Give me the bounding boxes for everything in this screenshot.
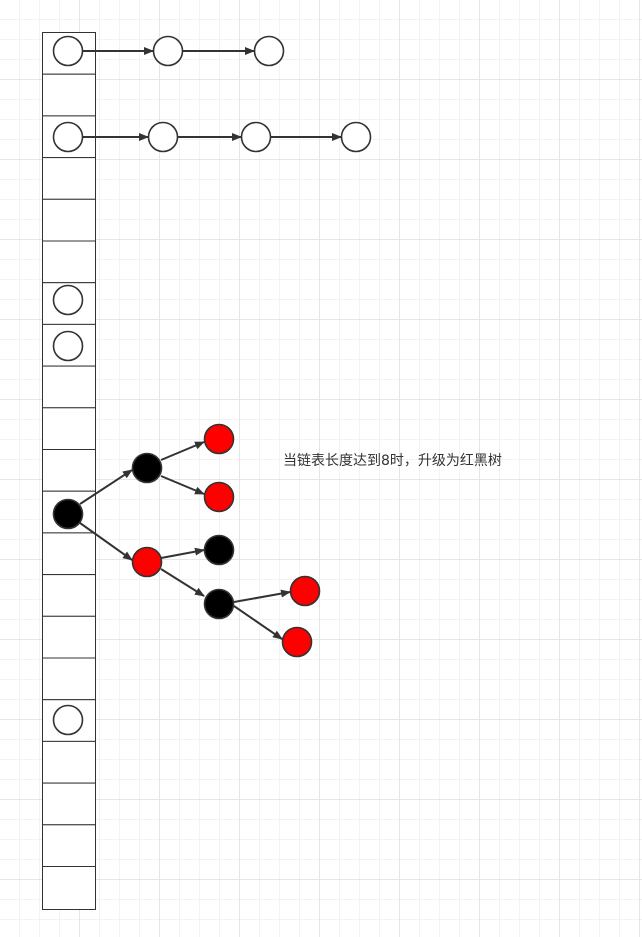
tree-edge xyxy=(160,441,205,461)
tree-node-black xyxy=(203,534,235,566)
bucket-cell xyxy=(42,73,96,117)
tree-node-black xyxy=(52,498,84,530)
list-node xyxy=(253,35,285,67)
bucket-cell xyxy=(42,782,96,826)
bucket-cell xyxy=(42,574,96,617)
bucket-cell xyxy=(42,740,96,784)
red-black-tree xyxy=(52,423,321,658)
tree-edge xyxy=(160,568,205,597)
tree-edge xyxy=(160,475,205,495)
linked-list-bucket-0 xyxy=(52,35,285,67)
tree-edge xyxy=(233,605,283,640)
bucket-cell xyxy=(42,449,96,492)
tree-edge xyxy=(233,589,291,603)
list-node xyxy=(152,35,184,67)
list-node xyxy=(240,121,272,153)
linked-list-bucket-2 xyxy=(52,121,372,153)
list-node-bucket-6 xyxy=(52,284,84,316)
bucket-cell xyxy=(42,657,96,701)
tree-node-red xyxy=(203,423,235,455)
tree-node-black xyxy=(203,588,235,620)
bucket-array xyxy=(42,32,96,910)
tree-edge xyxy=(79,469,133,505)
tree-node-red xyxy=(281,626,313,658)
bucket-cell xyxy=(42,198,96,242)
list-node xyxy=(52,35,84,67)
treeify-annotation: 当链表长度达到8时，升级为红黑树 xyxy=(283,453,502,469)
tree-node-red xyxy=(203,481,235,513)
bucket-cell xyxy=(42,532,96,576)
bucket-cell xyxy=(42,365,96,409)
tree-node-black xyxy=(131,452,163,484)
list-node xyxy=(52,121,84,153)
bucket-cell xyxy=(42,407,96,450)
bucket-cell xyxy=(42,157,96,200)
list-node-bucket-7 xyxy=(52,330,84,362)
tree-node-red xyxy=(131,546,163,578)
list-node-bucket-16 xyxy=(52,704,84,736)
bucket-cell xyxy=(42,866,96,910)
bucket-cell xyxy=(42,824,96,867)
bucket-cell xyxy=(42,615,96,659)
tree-node-red xyxy=(289,575,321,607)
tree-edge xyxy=(79,522,133,561)
tree-edge xyxy=(160,547,205,559)
list-node xyxy=(147,121,179,153)
list-node xyxy=(340,121,372,153)
bucket-cell xyxy=(42,240,96,284)
